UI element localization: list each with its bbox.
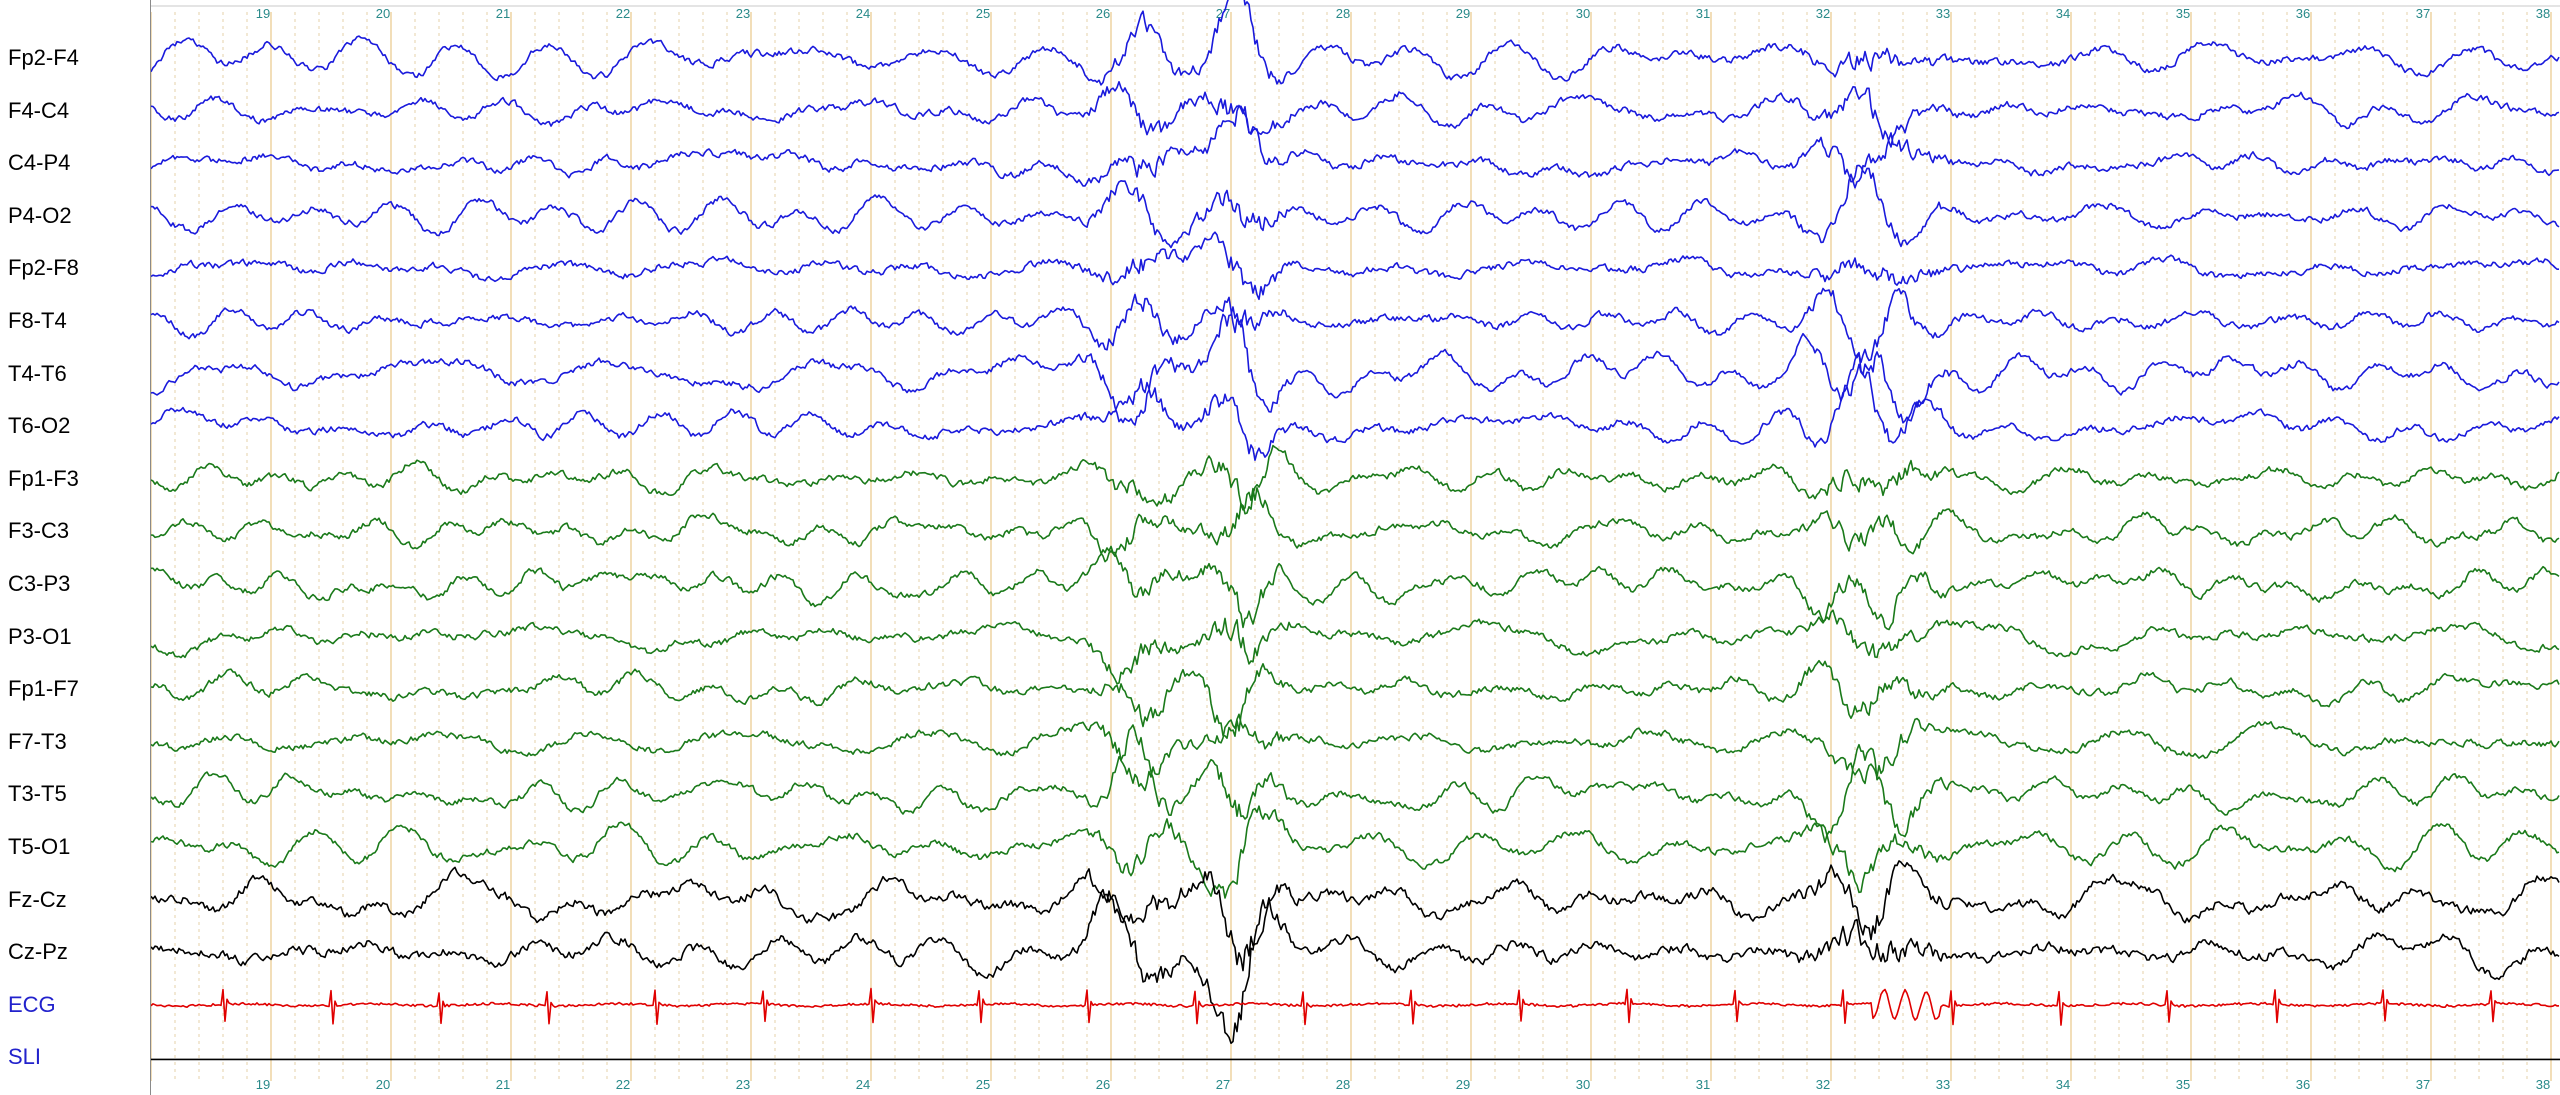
time-tick-label-bottom: 25: [976, 1077, 990, 1092]
time-tick-label-top: 25: [976, 6, 990, 21]
time-tick-label-bottom: 21: [496, 1077, 510, 1092]
time-tick-label-top: 20: [376, 6, 390, 21]
time-tick-label-bottom: 31: [1696, 1077, 1710, 1092]
time-tick-label-bottom: 32: [1816, 1077, 1830, 1092]
time-tick-label-bottom: 30: [1576, 1077, 1590, 1092]
trace-f4-c4: [151, 81, 2560, 148]
channel-label-f8-t4[interactable]: F8-T4: [8, 308, 67, 333]
time-grid: [151, 12, 2552, 1081]
time-tick-label-bottom: 28: [1336, 1077, 1350, 1092]
trace-cz-pz: [151, 888, 2560, 1045]
trace-fz-cz: [151, 860, 2560, 972]
trace-fp1-f7: [151, 659, 2560, 739]
time-tick-label-top: 37: [2416, 6, 2430, 21]
channel-label-fp1-f3[interactable]: Fp1-F3: [8, 465, 79, 491]
time-tick-label-top: 36: [2296, 6, 2310, 21]
time-tick-label-bottom: 29: [1456, 1077, 1470, 1092]
time-tick-label-bottom: 26: [1096, 1077, 1110, 1092]
time-tick-label-top: 23: [736, 6, 750, 21]
time-tick-label-bottom: 35: [2176, 1077, 2190, 1092]
time-tick-label-bottom: 34: [2056, 1077, 2070, 1092]
trace-p4-o2: [151, 164, 2560, 249]
time-tick-label-top: 24: [856, 6, 870, 21]
channel-label-t4-t6[interactable]: T4-T6: [8, 360, 67, 386]
channel-label-c4-p4[interactable]: C4-P4: [8, 150, 71, 176]
channel-label-fp1-f7[interactable]: Fp1-F7: [8, 676, 79, 702]
channel-label-fp2-f4[interactable]: Fp2-F4: [8, 45, 79, 70]
channel-label-t3-t5[interactable]: T3-T5: [8, 781, 67, 807]
time-tick-label-bottom: 20: [376, 1077, 390, 1092]
time-tick-label-bottom: 38: [2536, 1077, 2550, 1092]
time-tick-label-top: 38: [2536, 6, 2550, 21]
channel-label-cz-pz[interactable]: Cz-Pz: [8, 939, 68, 965]
eeg-chart[interactable]: 1919202021212222232324242525262627272828…: [151, 0, 2560, 1095]
channel-label-fp2-f8[interactable]: Fp2-F8: [8, 255, 79, 281]
channel-label-f7-t3[interactable]: F7-T3: [8, 728, 67, 754]
trace-ecg: [151, 987, 2560, 1026]
channel-label-c3-p3[interactable]: C3-P3: [8, 571, 71, 596]
time-tick-label-top: 32: [1816, 6, 1830, 21]
trace-c4-p4: [151, 104, 2560, 189]
time-tick-label-top: 31: [1696, 6, 1710, 21]
time-tick-label-bottom: 23: [736, 1077, 750, 1092]
time-tick-label-top: 34: [2056, 6, 2070, 21]
channel-label-ecg[interactable]: ECG: [8, 991, 56, 1017]
eeg-trace-area[interactable]: 19 19 20 20 21 21 22 22 23 23 24 24 25 25 26 26 27 27 28 28…: [151, 0, 2560, 1095]
channel-label-fz-cz[interactable]: Fz-Cz: [8, 886, 67, 912]
channel-label-sli[interactable]: SLI: [8, 1044, 42, 1070]
trace-f8-t4: [151, 287, 2560, 364]
time-tick-label-top: 26: [1096, 6, 1110, 21]
channel-label-panel: Fp2-F4 F4-C4 C4-P4 P4-O2 Fp2-F8 F8-T4 T4-T6 T6-…: [0, 0, 151, 1095]
time-tick-label-bottom: 19: [256, 1077, 270, 1092]
channel-label-t5-o1[interactable]: T5-O1: [8, 834, 71, 859]
time-tick-label-top: 22: [616, 6, 630, 21]
channel-label-f4-c4[interactable]: F4-C4: [8, 97, 70, 123]
time-tick-label-top: 28: [1336, 6, 1350, 21]
time-tick-label-top: 35: [2176, 6, 2190, 21]
trace-p3-o1: [151, 609, 2560, 685]
channel-label-p3-o1[interactable]: P3-O1: [8, 623, 72, 649]
trace-fp2-f8: [151, 231, 2559, 301]
trace-t5-o1: [151, 805, 2560, 899]
trace-t4-t6: [151, 306, 2560, 426]
channel-label-t6-o2[interactable]: T6-O2: [8, 413, 71, 439]
time-tick-label-top: 29: [1456, 6, 1470, 21]
trace-c3-p3: [151, 545, 2560, 631]
trace-t3-t5: [151, 724, 2560, 838]
time-tick-label-top: 21: [496, 6, 510, 21]
trace-fp1-f3: [151, 444, 2560, 515]
trace-t6-o2: [151, 351, 2560, 461]
channel-label-p4-o2[interactable]: P4-O2: [8, 202, 72, 228]
time-tick-label-bottom: 27: [1216, 1077, 1230, 1092]
time-tick-label-top: 19: [256, 6, 270, 21]
time-tick-label-bottom: 22: [616, 1077, 630, 1092]
time-tick-label-top: 30: [1576, 6, 1590, 21]
time-tick-label-bottom: 24: [856, 1077, 870, 1092]
trace-f7-t3: [151, 713, 2560, 792]
time-tick-label-bottom: 37: [2416, 1077, 2430, 1092]
channel-label-f3-c3[interactable]: F3-C3: [8, 518, 70, 544]
trace-f3-c3: [151, 487, 2560, 563]
time-tick-label-top: 33: [1936, 6, 1950, 21]
time-tick-label-bottom: 36: [2296, 1077, 2310, 1092]
time-tick-label-bottom: 33: [1936, 1077, 1950, 1092]
trace-fp2-f4: [151, 0, 2560, 86]
